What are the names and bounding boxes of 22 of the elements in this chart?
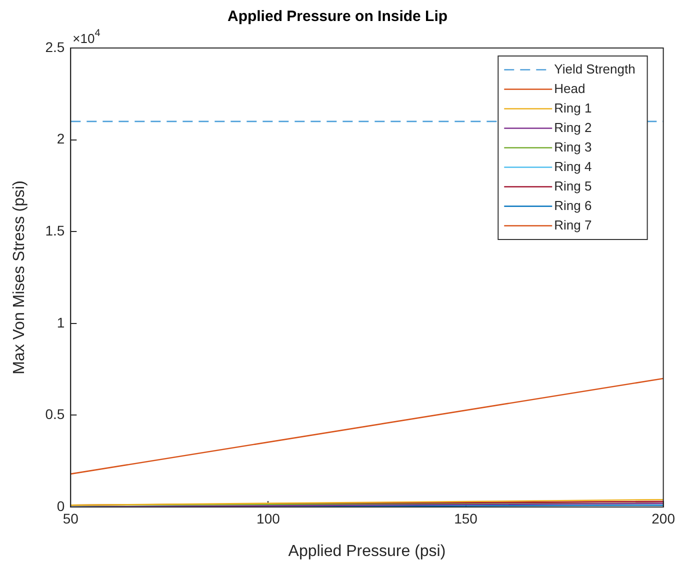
x-tick-label: 200 xyxy=(652,510,676,526)
x-axis-title: Applied Pressure (psi) xyxy=(288,542,446,560)
y-tick-label: 1 xyxy=(56,314,65,330)
x-tick-label: 100 xyxy=(256,510,280,526)
legend-label: Ring 3 xyxy=(554,139,592,154)
chart-title: Applied Pressure on Inside Lip xyxy=(227,8,448,26)
legend-label: Ring 6 xyxy=(554,198,592,213)
legend-label: Ring 4 xyxy=(554,158,592,174)
legend-label: Ring 1 xyxy=(554,100,592,116)
legend-label: Ring 2 xyxy=(554,120,592,135)
y-tick-label: 2 xyxy=(56,130,65,147)
legend-label: Ring 5 xyxy=(554,178,592,194)
x-tick-label: 50 xyxy=(62,510,79,526)
legend-label: Ring 7 xyxy=(554,217,592,232)
y-axis-title: Max Von Mises Stress (psi) xyxy=(11,180,28,374)
y-tick-label: 1.5 xyxy=(45,222,65,238)
y-tick-label: 2.5 xyxy=(45,38,65,55)
y-tick-label: 0 xyxy=(56,498,65,514)
x-tick-label: 150 xyxy=(454,510,478,526)
legend-label: Yield Strength xyxy=(554,61,636,76)
y-tick-label: 0.5 xyxy=(45,406,65,422)
legend-label: Head xyxy=(554,80,586,96)
